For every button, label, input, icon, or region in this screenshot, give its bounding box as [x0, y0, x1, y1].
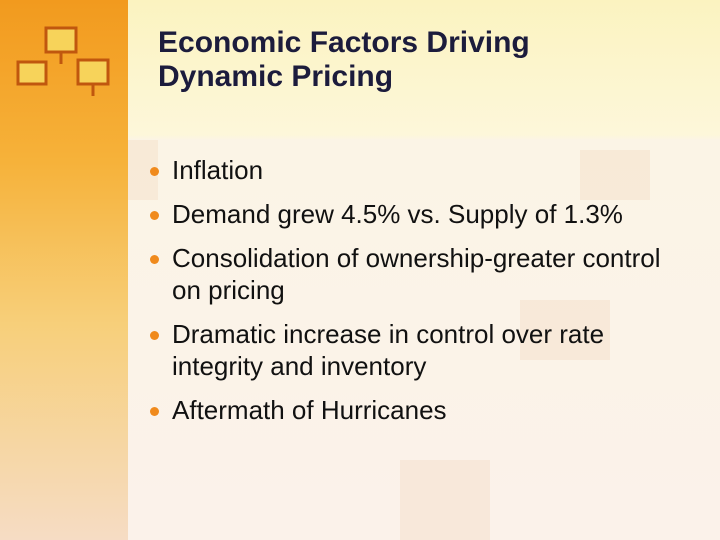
- bullet-item: Inflation: [150, 154, 664, 186]
- decor: [580, 150, 650, 200]
- side-band: [0, 0, 128, 540]
- bullet-item: Aftermath of Hurricanes: [150, 394, 664, 426]
- bullet-item: Demand grew 4.5% vs. Supply of 1.3%: [150, 198, 664, 230]
- decor: [520, 300, 610, 360]
- decor: [400, 460, 490, 540]
- bullet-list: Inflation Demand grew 4.5% vs. Supply of …: [150, 154, 670, 438]
- bullet-item: Consolidation of ownership-greater contr…: [150, 242, 664, 306]
- bullet-item: Dramatic increase in control over rate i…: [150, 318, 664, 382]
- slide-title: Economic Factors Driving Dynamic Pricing: [158, 26, 530, 93]
- icon: [16, 26, 110, 96]
